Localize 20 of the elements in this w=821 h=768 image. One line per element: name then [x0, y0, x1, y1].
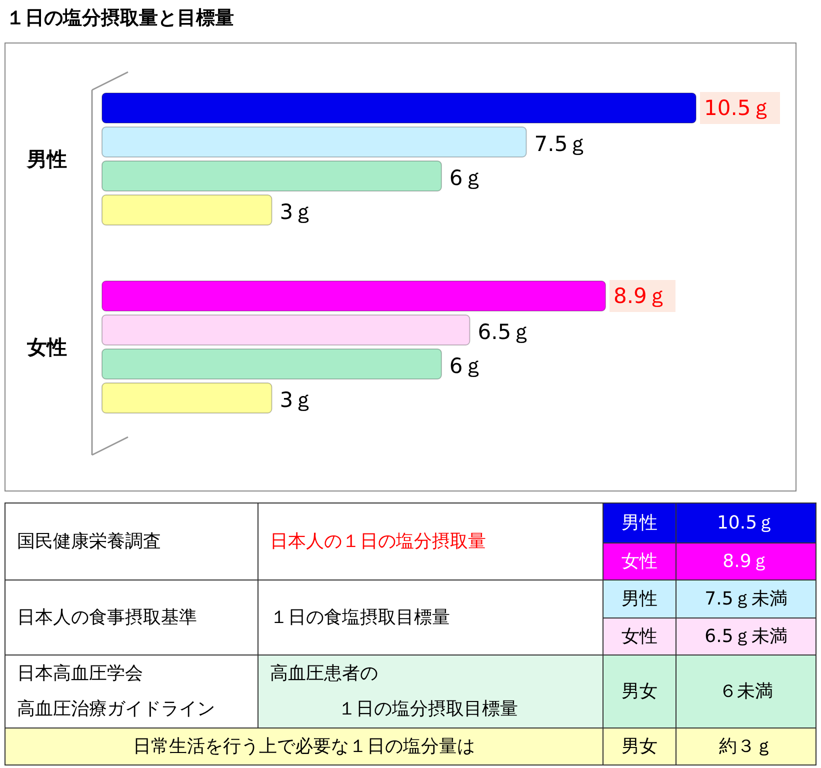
data-label: 6ｇ: [449, 166, 484, 190]
data-label: 3ｇ: [280, 200, 314, 224]
bar: [102, 92, 696, 124]
data-label: 3ｇ: [280, 388, 314, 412]
y-tick-label: 男性: [26, 147, 67, 171]
data-label: 8.9ｇ: [613, 284, 668, 308]
bar: [102, 348, 442, 380]
bar: [102, 382, 272, 414]
chart-title: １日の塩分摂取量と目標量: [6, 7, 234, 29]
data-label: 6ｇ: [449, 354, 484, 378]
bar: [102, 280, 606, 312]
bar: [102, 160, 442, 192]
data-label: 7.5ｇ: [534, 132, 589, 156]
bar: [102, 194, 272, 226]
data-label: 10.5ｇ: [704, 96, 772, 120]
bar: [102, 126, 527, 158]
table: 国民健康栄養調査 日本人の１日の塩分摂取量 男性 10.5ｇ 女性 8.9ｇ 日本人の食事摂取基準 １日の食塩摂取目標量 男性 7.5ｇ未満 女性 6.5ｇ未満 日本高血圧学会 高血圧患者の 男女 ６未満 日常生活を行う上で必要な１日の塩分量は 男女 約３ｇ 高血圧治療ガイドライン １日の塩分摂取目標量: [4, 502, 816, 766]
y-tick-label: 女性: [26, 335, 67, 359]
data-label: 6.5ｇ: [478, 320, 532, 344]
bar: [102, 314, 470, 346]
